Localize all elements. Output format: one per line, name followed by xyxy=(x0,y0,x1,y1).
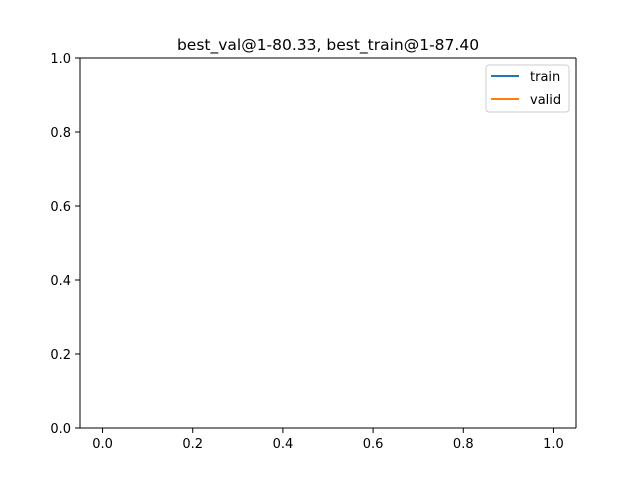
x-tick-label: 0.8 xyxy=(453,437,474,452)
plot-area xyxy=(80,58,576,428)
y-tick-label: 0.0 xyxy=(50,422,71,437)
legend-label-valid: valid xyxy=(530,93,561,108)
y-tick-label: 0.2 xyxy=(50,348,71,363)
y-tick-label: 0.8 xyxy=(50,126,71,141)
x-tick-label: 0.4 xyxy=(273,437,294,452)
y-axis-ticks: 0.0 0.2 0.4 0.6 0.8 1.0 xyxy=(50,52,80,437)
x-axis-ticks: 0.0 0.2 0.4 0.6 0.8 1.0 xyxy=(92,428,564,452)
axes-background xyxy=(80,58,576,428)
axes-frame xyxy=(79,57,577,429)
x-tick-label: 1.0 xyxy=(543,437,564,452)
x-tick-label: 0.0 xyxy=(92,437,113,452)
legend-label-train: train xyxy=(530,70,560,85)
x-tick-label: 0.2 xyxy=(182,437,203,452)
y-tick-label: 1.0 xyxy=(50,52,71,67)
chart-title: best_val@1-80.33, best_train@1-87.40 xyxy=(177,36,479,55)
legend: train valid xyxy=(485,64,570,113)
x-tick-label: 0.6 xyxy=(363,437,384,452)
y-tick-label: 0.6 xyxy=(50,200,71,215)
y-tick-label: 0.4 xyxy=(50,274,71,289)
